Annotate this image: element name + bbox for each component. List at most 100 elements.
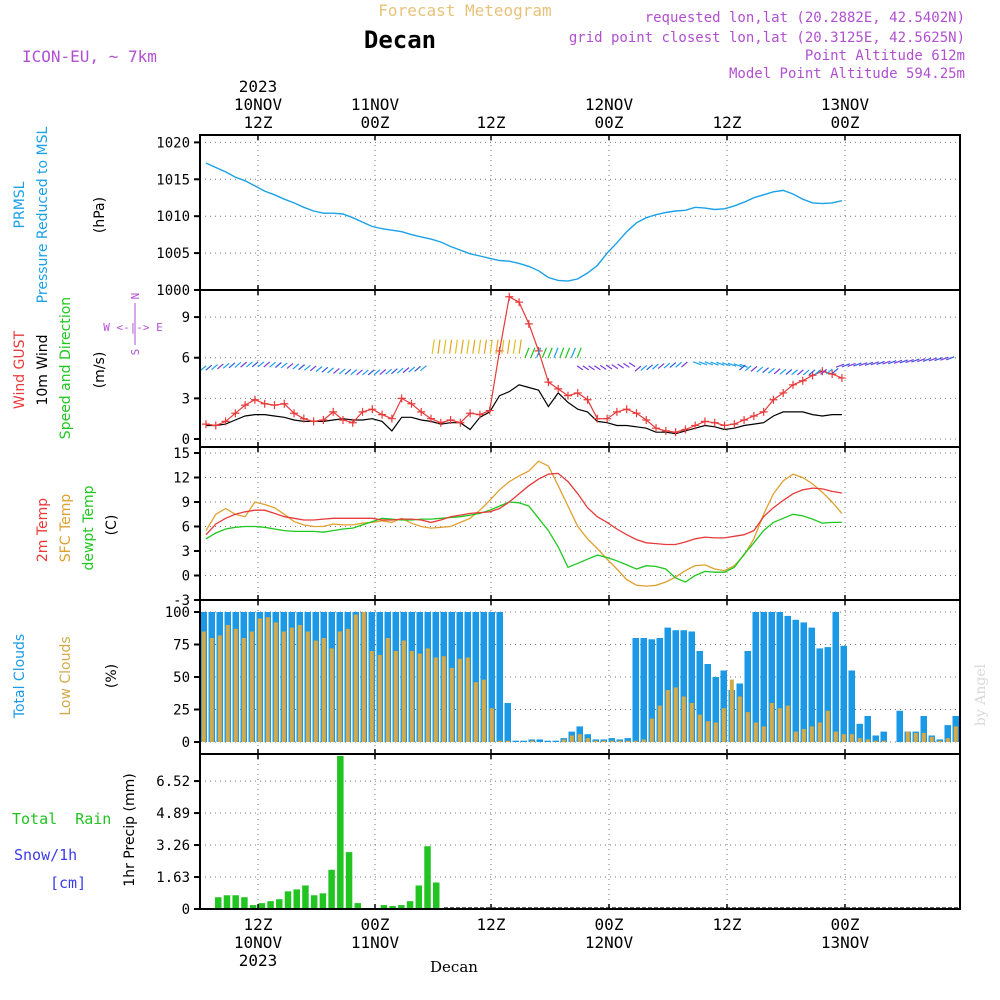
wind-direction-arrow <box>887 360 897 365</box>
total-cloud-bar <box>632 638 639 742</box>
low-cloud-bar <box>233 628 238 742</box>
low-cloud-bar <box>649 718 654 742</box>
wind-direction-arrow <box>814 369 822 376</box>
gust-marker <box>632 409 641 418</box>
meteogram-title: Forecast Meteogram <box>378 1 551 20</box>
y-tick-label: 3 <box>182 391 190 407</box>
low-cloud-bar <box>737 696 742 742</box>
top-axis-hour: 12Z <box>244 113 273 132</box>
rain-bar <box>398 905 405 909</box>
low-cloud-bar <box>369 651 374 742</box>
gust-marker <box>348 418 357 427</box>
total-cloud-bar <box>896 710 903 742</box>
y-tick-label: 0 <box>182 569 190 585</box>
low-cloud-bar <box>473 682 478 742</box>
label-c: (C) <box>104 515 120 536</box>
low-cloud-bar <box>345 628 350 742</box>
low-cloud-bar <box>313 640 318 742</box>
label-percent: (%) <box>104 664 120 688</box>
rain-bar <box>328 869 335 909</box>
low-cloud-bar <box>585 738 590 742</box>
y-tick-label: -3 <box>173 593 190 609</box>
low-cloud-bar <box>425 648 430 742</box>
compass-south: S <box>129 349 142 356</box>
info-line-0: requested lon,lat (20.2882E, 42.5402N) <box>645 10 965 26</box>
wind-direction-arrow <box>716 361 725 366</box>
wind-direction-arrow <box>437 339 441 354</box>
y-tick-label: 3 <box>182 544 190 560</box>
low-cloud-bar <box>777 708 782 742</box>
wind-direction-arrow <box>721 362 731 367</box>
gust-marker <box>329 407 338 416</box>
total-cloud-bar <box>640 638 647 742</box>
label-snow: Snow/1h <box>14 846 77 864</box>
gust-marker <box>211 421 220 430</box>
bottom-axis-hour: 00Z <box>595 915 624 934</box>
label-hpa: (hPa) <box>92 197 108 233</box>
gust-marker <box>554 384 563 393</box>
total-cloud-bar <box>768 612 775 742</box>
low-cloud-bar <box>809 726 814 742</box>
wind-direction-arrow <box>275 362 282 368</box>
compass-north: N <box>129 293 142 300</box>
total-cloud-bar <box>480 612 487 742</box>
gust-marker <box>475 410 484 419</box>
wind-direction-arrow <box>414 365 421 372</box>
wind-direction-arrow <box>605 364 613 370</box>
low-cloud-bar <box>569 735 574 742</box>
y-tick-label: 1020 <box>156 135 190 151</box>
gust-marker <box>280 399 289 408</box>
wind-direction-arrow <box>928 357 938 362</box>
label-2m-temp: 2m Temp <box>35 498 51 562</box>
left-labels: PRMSL Pressure Reduced to MSL (hPa) Wind… <box>12 126 163 892</box>
wind-direction-arrow <box>876 360 885 366</box>
pressure-panel: 1000 1005 1010 1015 1020 <box>156 134 961 299</box>
y-tick-label: 3.26 <box>156 838 190 854</box>
wind-direction-arrow <box>483 339 487 354</box>
gust-marker <box>202 420 210 429</box>
rain-bar <box>302 885 309 909</box>
wind-direction-arrow <box>657 363 665 370</box>
gust-marker <box>260 399 269 408</box>
wind-direction-arrow <box>298 364 305 371</box>
low-cloud-bar <box>433 657 438 742</box>
low-cloud-bar <box>825 710 830 742</box>
info-line-1: grid point closest lon,lat (20.3125E, 42… <box>569 30 965 46</box>
total-cloud-bar <box>856 723 863 742</box>
wind-direction-arrow <box>681 361 688 368</box>
wind-direction-arrow <box>623 362 630 368</box>
wind-direction-arrow <box>899 359 909 364</box>
bottom-axis-date: 12NOV <box>585 933 634 952</box>
gust-marker <box>427 414 436 423</box>
wind-direction-arrow <box>739 364 746 371</box>
gust-marker <box>524 319 533 328</box>
y-tick-label: 1.63 <box>156 870 190 886</box>
y-tick-label: 6.52 <box>156 774 190 790</box>
low-cloud-bar <box>489 708 494 742</box>
total-cloud-bar <box>552 740 559 742</box>
label-total-clouds: Total Clouds <box>12 634 28 719</box>
gust-marker <box>681 425 690 434</box>
gust-marker <box>740 416 749 425</box>
low-cloud-bar <box>441 656 446 742</box>
wind-direction-arrow <box>269 361 276 368</box>
wind-direction-arrow <box>576 347 582 358</box>
sfc-temp-line <box>205 460 843 587</box>
wind-direction-arrow <box>507 339 511 354</box>
low-cloud-bar <box>457 658 462 742</box>
rain-bar <box>258 903 266 909</box>
wind-direction-arrow <box>940 356 949 361</box>
low-cloud-bar <box>785 705 790 742</box>
wind-direction-arrow <box>460 339 464 354</box>
low-cloud-bar <box>201 631 206 742</box>
bottom-axis-date: 10NOV <box>234 933 283 952</box>
gust-marker <box>231 409 240 418</box>
wind-direction-arrow <box>675 361 682 368</box>
low-cloud-bar <box>953 726 958 742</box>
wind-direction-arrow <box>847 362 856 368</box>
top-axis-date: 12NOV <box>585 95 634 114</box>
wind-direction-arrow <box>356 369 363 376</box>
top-axis-hour: 00Z <box>831 113 860 132</box>
wind-direction-arrow <box>472 339 476 354</box>
